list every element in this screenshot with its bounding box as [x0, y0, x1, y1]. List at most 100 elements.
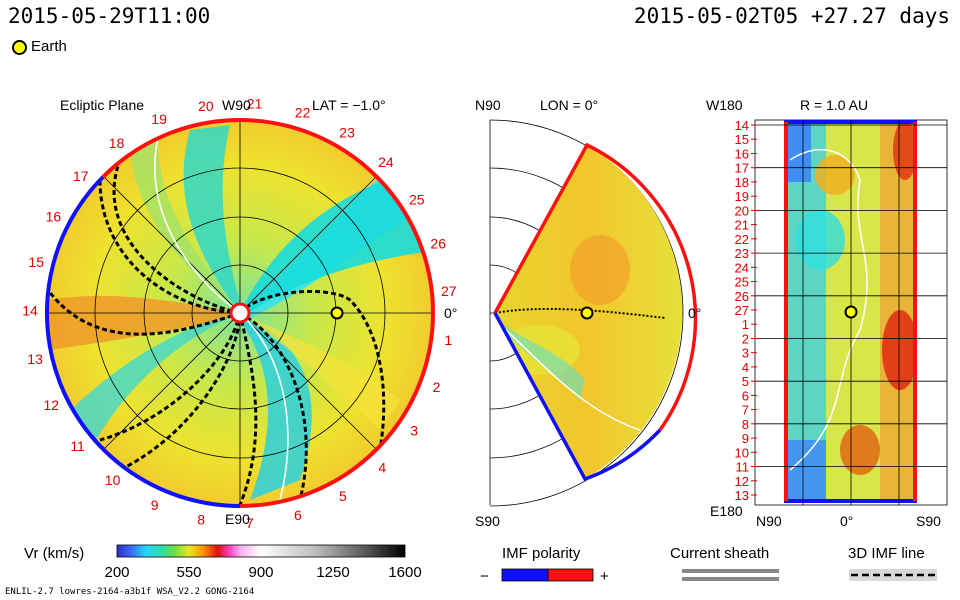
radial-y-label-17: 17 — [735, 161, 749, 176]
carrington-label-19: 19 — [151, 111, 167, 127]
carrington-label-4: 4 — [378, 459, 386, 475]
radial-y-label-9: 9 — [742, 431, 749, 446]
ecliptic-current-sheet — [154, 129, 289, 501]
polarity-positive-swatch — [547, 568, 594, 582]
carrington-label-14: 14 — [22, 303, 38, 319]
radial-y-label-20: 20 — [735, 203, 749, 218]
radial-y-label-26: 26 — [735, 289, 749, 304]
ecliptic-lat-label: LAT = −1.0° — [312, 97, 386, 113]
carrington-label-27: 27 — [441, 283, 457, 299]
radial-x-label-left: N90 — [756, 513, 782, 529]
radial-bottom-left-label: E180 — [710, 503, 743, 519]
imf-polarity-legend: IMF polarity − + — [480, 545, 609, 585]
earth-marker-ecliptic — [330, 306, 344, 320]
radial-y-label-7: 7 — [742, 403, 749, 418]
meridional-bottom-label: S90 — [475, 513, 500, 529]
run-info-footer: ENLIL-2.7 lowres-2164-a3b1f WSA_V2.2 GON… — [5, 587, 255, 597]
radial-y-label-13: 13 — [735, 488, 749, 503]
carrington-label-21: 21 — [247, 96, 263, 112]
ecliptic-right-label: 0° — [444, 305, 457, 321]
radial-grid — [755, 120, 947, 505]
radial-y-label-4: 4 — [742, 360, 749, 375]
radial-y-label-18: 18 — [735, 175, 749, 190]
colorbar-label: Vr (km/s) — [24, 545, 84, 562]
meridional-boundary-positive — [493, 142, 698, 432]
carrington-label-7: 7 — [246, 515, 254, 531]
radial-title: R = 1.0 AU — [800, 97, 868, 113]
radial-y-labels: 1415161718192021222324252627123456789101… — [735, 118, 757, 503]
radial-y-label-11: 11 — [736, 460, 750, 475]
colorbar-tick-1250: 1250 — [316, 564, 349, 581]
polarity-negative-swatch — [501, 568, 549, 582]
carrington-label-16: 16 — [46, 209, 62, 225]
radial-y-label-15: 15 — [735, 132, 749, 147]
radial-top-left-label: W180 — [706, 97, 743, 113]
colorbar-tick-900: 900 — [248, 564, 273, 581]
radial-y-label-12: 12 — [735, 474, 749, 489]
radial-y-label-3: 3 — [742, 346, 749, 361]
carrington-label-9: 9 — [151, 497, 159, 513]
carrington-label-24: 24 — [378, 154, 394, 170]
carrington-label-25: 25 — [409, 192, 425, 208]
carrington-label-5: 5 — [339, 488, 347, 504]
carrington-label-22: 22 — [295, 105, 311, 121]
ecliptic-bottom-label: E90 — [225, 511, 250, 527]
sun-inner-boundary — [229, 302, 251, 324]
imf-line-label: 3D IMF line — [848, 545, 925, 562]
radial-y-label-27: 27 — [735, 303, 749, 318]
ecliptic-title: Ecliptic Plane — [60, 97, 144, 113]
radial-y-label-22: 22 — [735, 232, 749, 247]
radial-y-label-14: 14 — [735, 118, 749, 133]
carrington-label-11: 11 — [70, 438, 85, 454]
carrington-label-12: 12 — [44, 397, 60, 413]
colorbar: Vr (km/s) 200 550 900 1250 1600 — [24, 544, 422, 581]
carrington-label-1: 1 — [444, 332, 452, 348]
meridional-right-label: 0° — [688, 305, 701, 321]
carrington-label-20: 20 — [198, 98, 214, 114]
ecliptic-imf-lines — [47, 159, 386, 506]
radial-x-label-right: S90 — [916, 513, 941, 529]
carrington-label-10: 10 — [105, 472, 121, 488]
carrington-label-15: 15 — [28, 254, 44, 270]
ecliptic-boundary-negative — [44, 175, 241, 508]
radial-y-label-21: 21 — [735, 218, 749, 233]
carrington-label-18: 18 — [109, 135, 125, 151]
radial-y-label-8: 8 — [742, 417, 749, 432]
radial-y-label-23: 23 — [735, 246, 749, 261]
imf-line-legend: 3D IMF line — [848, 545, 937, 581]
radial-y-label-19: 19 — [735, 189, 749, 204]
carrington-label-26: 26 — [430, 236, 446, 252]
earth-marker-radial — [844, 305, 858, 319]
current-sheath-label: Current sheath — [670, 545, 769, 562]
left-timestamp: 2015-05-29T11:00 — [8, 4, 211, 28]
meridional-title: LON = 0° — [540, 97, 598, 113]
ecliptic-top-label: W90 — [222, 97, 251, 113]
right-timestamp: 2015-05-02T05 +27.27 days — [633, 4, 950, 28]
carrington-label-2: 2 — [433, 379, 441, 395]
radial-y-label-25: 25 — [735, 275, 749, 290]
colorbar-tick-200: 200 — [104, 564, 129, 581]
earth-legend-icon — [12, 40, 27, 55]
ecliptic-boundary-positive-2 — [101, 118, 241, 179]
meridional-panel: N90 LON = 0° S90 0° — [475, 97, 701, 529]
colorbar-tick-550: 550 — [176, 564, 201, 581]
carrington-label-6: 6 — [294, 507, 302, 523]
carrington-label-23: 23 — [339, 124, 355, 140]
radial-y-label-2: 2 — [742, 332, 749, 347]
earth-marker-meridional — [580, 306, 594, 320]
meridional-boundary-negative — [493, 312, 662, 482]
radial-x-label-mid: 0° — [840, 513, 853, 529]
polarity-minus-label: − — [480, 568, 489, 585]
carrington-label-3: 3 — [410, 422, 418, 438]
ecliptic-boundary-positive — [239, 118, 435, 508]
radial-y-label-10: 10 — [735, 445, 749, 460]
carrington-label-13: 13 — [27, 351, 43, 367]
meridional-top-label: N90 — [475, 97, 501, 113]
carrington-label-8: 8 — [197, 511, 205, 527]
radial-y-label-16: 16 — [735, 147, 749, 162]
radial-y-label-6: 6 — [742, 388, 749, 403]
carrington-label-17: 17 — [73, 168, 89, 184]
